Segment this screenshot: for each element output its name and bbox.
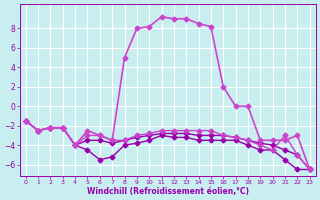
X-axis label: Windchill (Refroidissement éolien,°C): Windchill (Refroidissement éolien,°C) [87,187,249,196]
